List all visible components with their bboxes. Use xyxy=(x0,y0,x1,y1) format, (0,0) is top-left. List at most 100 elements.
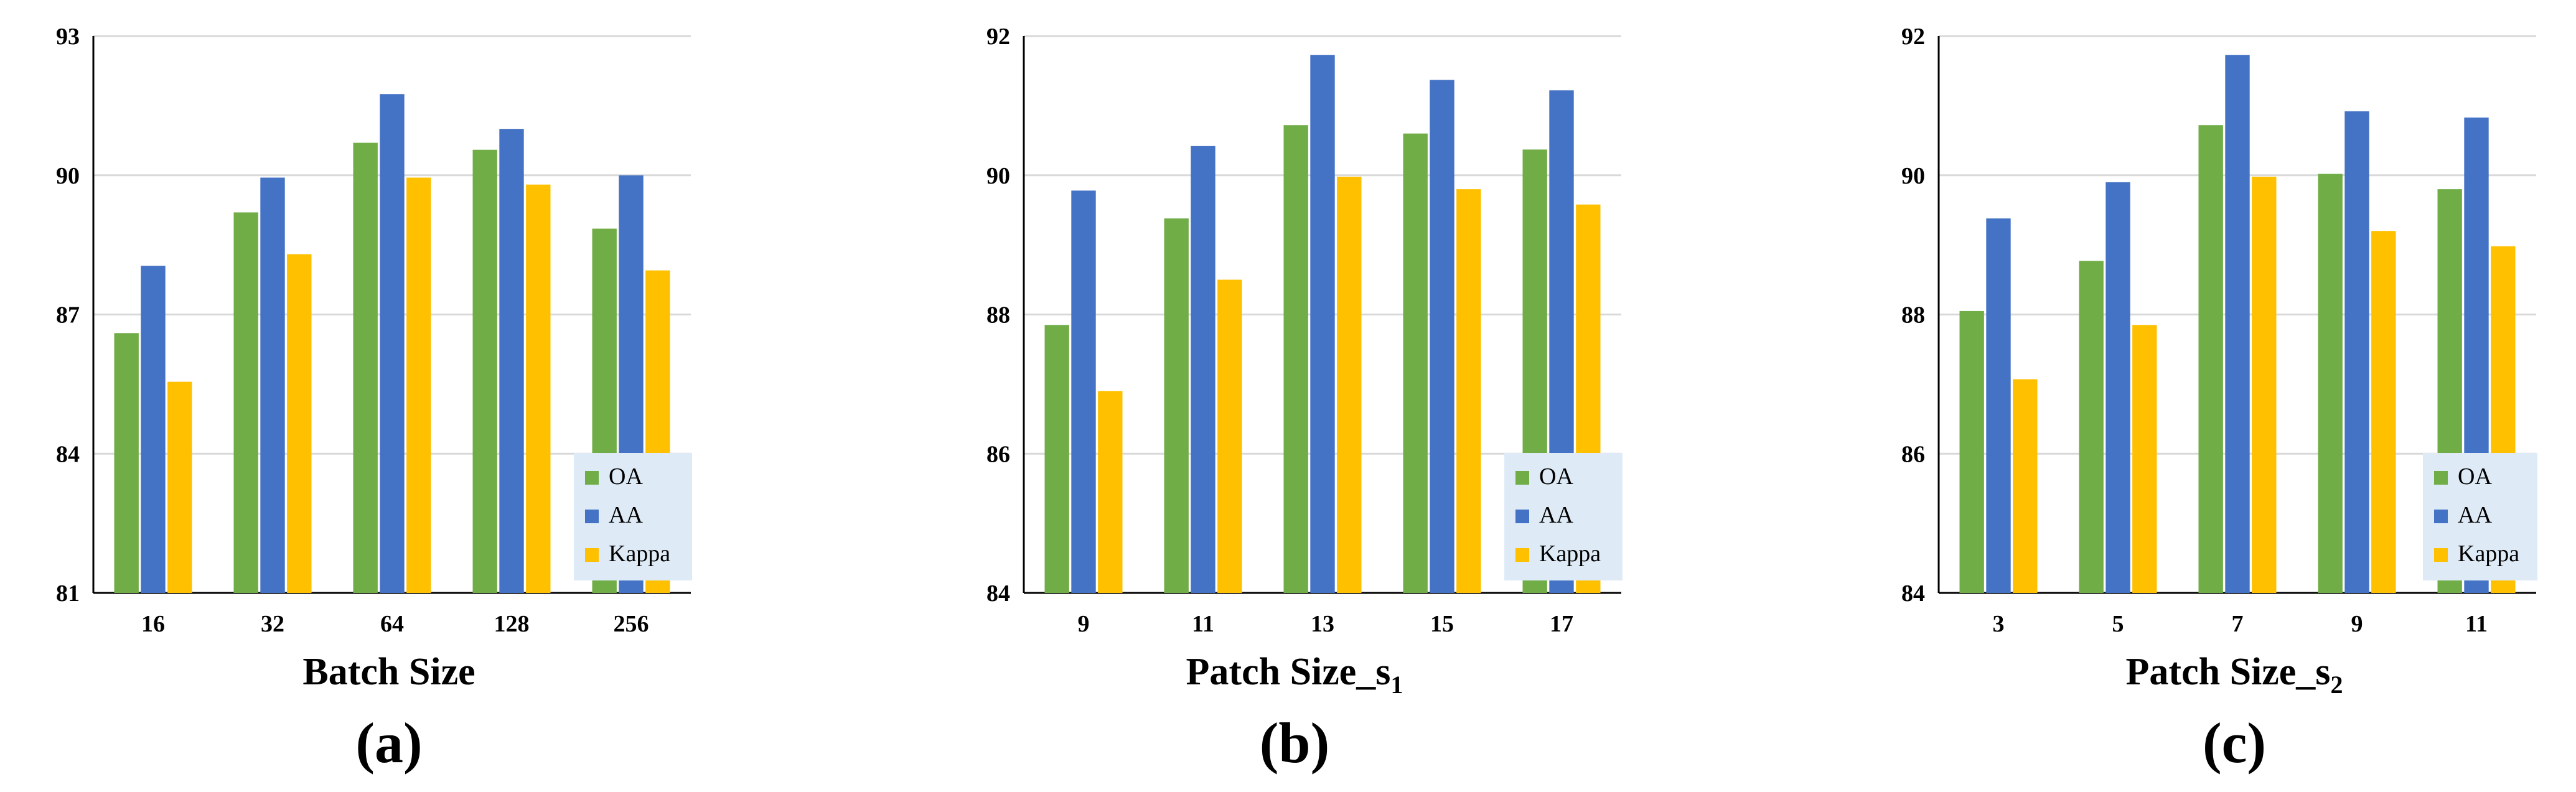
bar-kappa-64 xyxy=(406,177,431,594)
y-tick-label: 84 xyxy=(56,441,80,467)
bar-aa-13 xyxy=(1310,55,1335,594)
chart-c: 84 86 88 90 92 3 5 7 9 11 OA AA Kappa Patch Size_s2 (c… xyxy=(1901,24,2537,775)
x-tick-label: 11 xyxy=(2465,611,2488,637)
bar-kappa-32 xyxy=(287,254,312,594)
legend-swatch-oa xyxy=(585,471,599,485)
bar-aa-5 xyxy=(2105,182,2130,593)
bar-kappa-11 xyxy=(1217,279,1242,593)
legend-label-kappa: Kappa xyxy=(609,541,670,567)
x-axis-title: Batch Size xyxy=(302,651,475,693)
legend-swatch-kappa xyxy=(585,548,599,562)
bar-oa-9 xyxy=(1044,325,1069,593)
y-tick-label: 92 xyxy=(986,24,1010,50)
bar-aa-3 xyxy=(1986,218,2011,593)
bar-oa-3 xyxy=(1959,310,1984,593)
legend-swatch-aa xyxy=(585,510,599,523)
x-tick-label: 16 xyxy=(141,611,165,637)
bar-aa-9 xyxy=(2344,111,2369,593)
legend-swatch-oa xyxy=(1515,471,1529,485)
legend-swatch-kappa xyxy=(1515,548,1529,562)
x-tick-label: 5 xyxy=(2112,611,2124,637)
bar-kappa-9 xyxy=(2371,231,2396,593)
legend-label-oa: OA xyxy=(609,464,643,490)
bar-kappa-9 xyxy=(1098,391,1123,593)
bar-oa-15 xyxy=(1403,133,1428,593)
x-tick-label: 64 xyxy=(380,611,404,637)
legend-label-oa: OA xyxy=(2458,464,2492,490)
legend-swatch-aa xyxy=(1515,510,1529,523)
bar-aa-16 xyxy=(141,266,166,593)
x-axis-title: Patch Size_s2 xyxy=(2126,651,2343,699)
x-axis-title-subscript: 2 xyxy=(2330,671,2343,699)
x-axis-title-main: Patch Size_s xyxy=(1186,651,1391,693)
x-tick-label: 7 xyxy=(2232,611,2244,637)
bar-aa-9 xyxy=(1071,190,1096,593)
legend-swatch-kappa xyxy=(2434,548,2448,562)
panel-label: (c) xyxy=(2203,711,2266,775)
panel-label: (b) xyxy=(1260,711,1329,775)
y-tick-label: 90 xyxy=(1901,163,1925,189)
x-tick-label: 15 xyxy=(1430,611,1454,637)
bar-oa-16 xyxy=(114,333,139,593)
bar-oa-7 xyxy=(2198,125,2223,593)
legend: OA AA Kappa xyxy=(1504,453,1623,580)
panel-label: (a) xyxy=(355,711,422,775)
x-tick-label: 17 xyxy=(1550,611,1573,637)
chart-b: 84 86 88 90 92 9 11 13 15 17 OA AA Kappa Patch Size_s… xyxy=(986,24,1623,775)
bar-oa-5 xyxy=(2079,261,2104,593)
x-tick-label: 13 xyxy=(1311,611,1334,637)
bar-oa-9 xyxy=(2318,174,2343,593)
legend-label-kappa: Kappa xyxy=(2458,541,2519,567)
x-tick-label: 9 xyxy=(2351,611,2363,637)
legend-label-oa: OA xyxy=(1539,464,1573,490)
x-tick-label: 128 xyxy=(494,611,530,637)
bar-oa-13 xyxy=(1283,125,1308,593)
bar-kappa-13 xyxy=(1337,176,1362,593)
bar-aa-128 xyxy=(499,129,524,593)
legend-label-kappa: Kappa xyxy=(1539,541,1601,567)
y-tick-label: 87 xyxy=(56,302,80,328)
x-axis-title-subscript: 1 xyxy=(1390,671,1403,699)
y-tick-label: 84 xyxy=(986,580,1010,607)
y-tick-label: 92 xyxy=(1901,24,1925,50)
y-tick-label: 84 xyxy=(1901,580,1925,607)
legend-swatch-aa xyxy=(2434,510,2448,523)
legend: OA AA Kappa xyxy=(2423,453,2537,580)
y-tick-label: 86 xyxy=(986,441,1010,467)
bar-oa-64 xyxy=(353,142,378,593)
y-tick-label: 90 xyxy=(986,163,1010,189)
legend-label-aa: AA xyxy=(609,502,643,528)
bar-kappa-15 xyxy=(1456,189,1481,593)
bar-kappa-3 xyxy=(2013,379,2038,593)
x-tick-label: 256 xyxy=(614,611,649,637)
bar-aa-15 xyxy=(1430,80,1454,593)
y-tick-label: 93 xyxy=(56,24,80,50)
x-tick-label: 9 xyxy=(1078,611,1090,637)
bar-aa-11 xyxy=(1191,146,1215,593)
x-axis-title-main: Batch Size xyxy=(302,651,475,693)
bar-oa-128 xyxy=(472,149,497,593)
bar-aa-7 xyxy=(2225,55,2250,594)
legend-swatch-oa xyxy=(2434,471,2448,485)
y-tick-label: 88 xyxy=(1901,302,1925,328)
bar-kappa-7 xyxy=(2252,176,2277,593)
bar-kappa-16 xyxy=(167,381,192,593)
x-axis-title-main: Patch Size_s xyxy=(2126,651,2331,693)
legend-label-aa: AA xyxy=(1539,502,1573,528)
bar-oa-32 xyxy=(233,212,258,594)
y-tick-label: 90 xyxy=(56,163,80,189)
bar-kappa-5 xyxy=(2132,325,2157,593)
y-tick-label: 81 xyxy=(56,580,80,607)
x-tick-label: 3 xyxy=(1993,611,2005,637)
legend-label-aa: AA xyxy=(2458,502,2492,528)
y-tick-label: 86 xyxy=(1901,441,1925,467)
x-tick-label: 32 xyxy=(261,611,284,637)
y-tick-label: 88 xyxy=(986,302,1010,328)
chart-a: 81 84 87 90 93 16 32 64 128 256 OA AA Kappa Batch Siz… xyxy=(56,24,692,775)
bar-aa-32 xyxy=(260,177,285,594)
x-axis-title: Patch Size_s1 xyxy=(1186,651,1403,699)
x-tick-label: 11 xyxy=(1192,611,1214,637)
bar-kappa-128 xyxy=(526,184,551,594)
bar-aa-64 xyxy=(380,94,405,593)
